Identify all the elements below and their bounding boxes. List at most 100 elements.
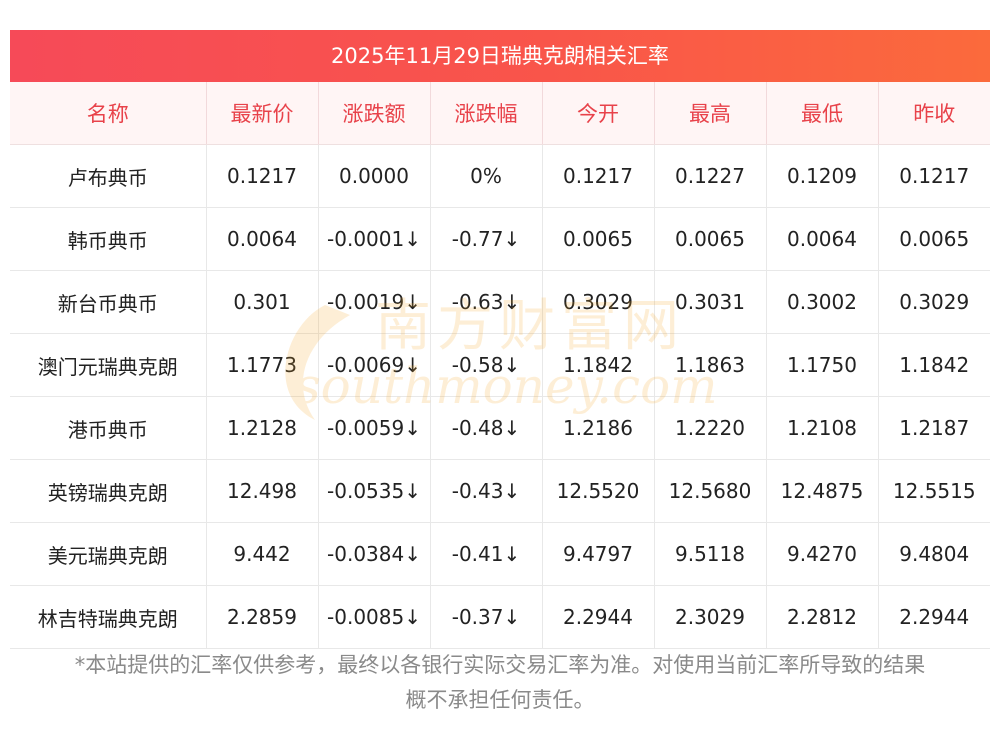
open-price-cell: 0.1217 [542,144,655,208]
down-arrow-icon: ↓ [404,542,421,566]
open-price-cell: 1.1842 [542,333,655,397]
high-price-cell: 1.1863 [654,333,767,397]
currency-pair-name-cell: 林吉特瑞典克朗 [10,585,207,649]
down-arrow-icon: ↓ [503,605,521,629]
latest-price-cell: 0.301 [206,270,319,334]
high-price: 1.2220 [675,416,745,440]
prev-close-price: 12.5515 [892,479,976,503]
currency-pair-name-cell: 美元瑞典克朗 [10,522,207,586]
change-percent: -0.43 [451,479,504,503]
change-amount: -0.0085 [327,605,405,629]
low-price: 9.4270 [787,542,857,566]
high-price: 0.0065 [675,227,745,251]
open-price: 12.5520 [556,479,640,503]
open-price: 9.4797 [563,542,633,566]
prev-close-price-cell: 0.0065 [878,207,990,271]
high-price-cell: 2.3029 [654,585,767,649]
open-price-cell: 2.2944 [542,585,655,649]
low-price-cell: 0.3002 [766,270,879,334]
down-arrow-icon: ↓ [404,479,421,503]
open-price-cell: 12.5520 [542,459,655,523]
change-percent-cell: -0.37↓ [430,585,543,649]
change-amount-cell: 0.0000 [318,144,431,208]
change-percent: -0.63 [451,290,504,314]
currency-pair-name-cell: 澳门元瑞典克朗 [10,333,207,397]
table-header-row: 名称 最新价 涨跌额 涨跌幅 今开 最高 最低 昨收 [10,82,990,145]
open-price-cell: 0.0065 [542,207,655,271]
high-price: 12.5680 [668,479,752,503]
column-header: 涨跌额 [318,82,431,145]
latest-price: 1.1773 [227,353,297,377]
change-amount: -0.0019 [327,290,405,314]
down-arrow-icon: ↓ [404,416,421,440]
open-price: 0.0065 [563,227,633,251]
change-percent: -0.58 [451,353,504,377]
change-percent: 0% [470,164,502,188]
change-percent: -0.77 [451,227,504,251]
latest-price: 0.0064 [227,227,297,251]
prev-close-price-cell: 0.3029 [878,270,990,334]
change-amount-cell: -0.0384↓ [318,522,431,586]
change-amount-cell: -0.0535↓ [318,459,431,523]
prev-close-price: 1.2187 [899,416,970,440]
change-amount: -0.0001 [327,227,405,251]
low-price-cell: 12.4875 [766,459,879,523]
latest-price-cell: 9.442 [206,522,319,586]
down-arrow-icon: ↓ [503,542,521,566]
change-amount-cell: -0.0001↓ [318,207,431,271]
down-arrow-icon: ↓ [503,416,521,440]
prev-close-price: 0.3029 [899,290,970,314]
latest-price-cell: 1.1773 [206,333,319,397]
change-percent-cell: -0.43↓ [430,459,543,523]
open-price-cell: 0.3029 [542,270,655,334]
low-price-cell: 0.0064 [766,207,879,271]
high-price-cell: 0.1227 [654,144,767,208]
column-header: 名称 [10,82,207,145]
currency-pair-name-cell: 韩币典币 [10,207,207,271]
latest-price: 0.1217 [227,164,297,188]
change-percent-cell: 0% [430,144,543,208]
change-percent-cell: -0.41↓ [430,522,543,586]
high-price-cell: 0.3031 [654,270,767,334]
change-percent-cell: -0.48↓ [430,396,543,460]
down-arrow-icon: ↓ [503,479,521,503]
change-amount-cell: -0.0069↓ [318,333,431,397]
prev-close-price: 2.2944 [899,605,970,629]
currency-pair-name: 新台币典币 [57,291,158,316]
currency-pair-name: 韩币典币 [67,228,148,253]
change-amount-cell: -0.0019↓ [318,270,431,334]
currency-pair-name: 澳门元瑞典克朗 [37,354,178,379]
prev-close-price-cell: 2.2944 [878,585,990,649]
column-header: 最低 [766,82,879,145]
low-price-cell: 9.4270 [766,522,879,586]
open-price-cell: 9.4797 [542,522,655,586]
high-price: 9.5118 [675,542,745,566]
high-price: 0.1227 [675,164,745,188]
low-price: 0.0064 [787,227,857,251]
change-amount: -0.0069 [327,353,405,377]
currency-pair-name-cell: 卢布典币 [10,144,207,208]
disclaimer-line-1: *本站提供的汇率仅供参考，最终以各银行实际交易汇率为准。对使用当前汇率所导致的结… [74,653,926,677]
change-amount: -0.0059 [327,416,405,440]
column-header: 今开 [542,82,655,145]
high-price: 0.3031 [675,290,745,314]
latest-price-cell: 12.498 [206,459,319,523]
table-row: 林吉特瑞典克朗 2.2859 -0.0085↓ -0.37↓ 2.2944 2.3029 2… [10,585,990,649]
down-arrow-icon: ↓ [503,227,521,251]
down-arrow-icon: ↓ [503,353,521,377]
currency-pair-name: 美元瑞典克朗 [47,543,168,568]
low-price: 0.3002 [787,290,857,314]
column-header: 昨收 [878,82,990,145]
column-header: 最高 [654,82,767,145]
prev-close-price-cell: 12.5515 [878,459,990,523]
exchange-rate-table: 名称 最新价 涨跌额 涨跌幅 今开 最高 最低 昨收 卢布典币 0.1217 0.0000 0% 0.… [10,82,990,649]
low-price-cell: 0.1209 [766,144,879,208]
currency-pair-name: 港币典币 [67,417,148,442]
currency-pair-name-cell: 新台币典币 [10,270,207,334]
latest-price-cell: 1.2128 [206,396,319,460]
table-row: 新台币典币 0.301 -0.0019↓ -0.63↓ 0.3029 0.3031 0.30… [10,270,990,334]
latest-price: 12.498 [227,479,297,503]
currency-pair-name-cell: 港币典币 [10,396,207,460]
latest-price-cell: 0.1217 [206,144,319,208]
open-price: 0.3029 [563,290,633,314]
